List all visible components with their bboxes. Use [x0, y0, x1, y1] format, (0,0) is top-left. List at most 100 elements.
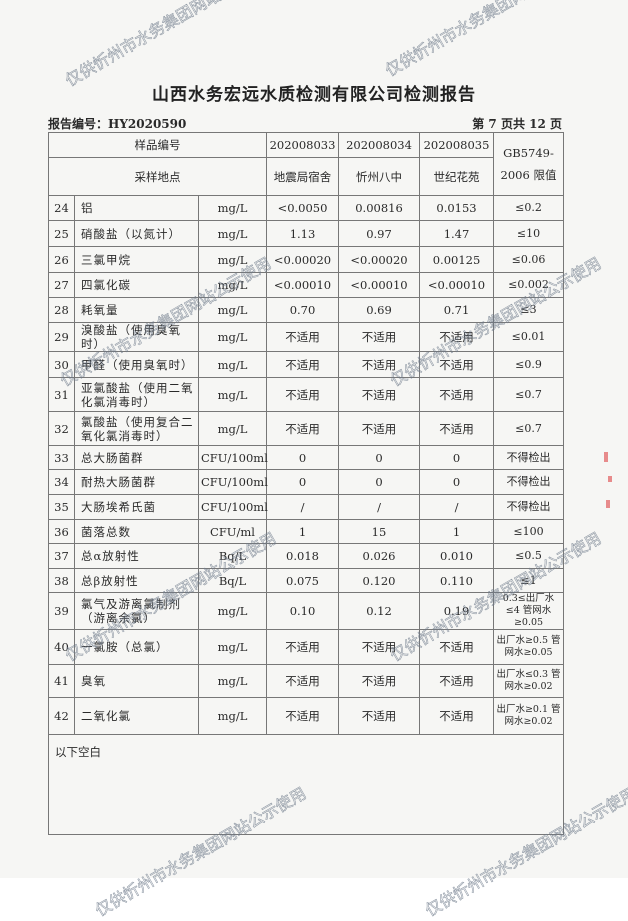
item-unit: mg/L [198, 220, 267, 247]
item-unit: mg/L [198, 377, 267, 412]
item-name: 溴酸盐（使用臭氧时） [74, 322, 199, 352]
result-value: 不适用 [266, 411, 339, 446]
item-number: 40 [48, 629, 75, 665]
blank-note: 以下空白 [48, 734, 564, 835]
sample-no-label: 样品编号 [48, 132, 267, 158]
result-value: 不适用 [338, 322, 420, 352]
table-row: 40 一氯胺（总氯） mg/L 不适用 不适用 不适用 出厂水≥0.5 管网水≥0.05 [48, 629, 564, 665]
limit-value: ≤1 [493, 568, 564, 593]
sample-no: 202008035 [419, 132, 494, 158]
result-value: 0.70 [266, 297, 339, 323]
table-row: 33 总大肠菌群 CFU/100ml 0 0 0 不得检出 [48, 445, 564, 470]
result-value: 不适用 [419, 322, 494, 352]
limit-value: 出厂水≤0.3 管网水≥0.02 [493, 664, 564, 698]
result-value: 0 [419, 469, 494, 495]
result-value: / [419, 494, 494, 520]
blank-row: 以下空白 [48, 734, 564, 835]
item-unit: CFU/ml [198, 519, 267, 544]
item-name: 大肠埃希氏菌 [74, 494, 199, 520]
result-value: 0.71 [419, 297, 494, 323]
result-value: 不适用 [338, 377, 420, 412]
item-name: 臭氧 [74, 664, 199, 698]
stamp-mark [604, 452, 608, 462]
page-number: 第 7 页共 12 页 [472, 117, 562, 131]
item-unit: CFU/100ml [198, 494, 268, 520]
limit-value: ≤0.002 [493, 272, 564, 298]
item-unit: mg/L [198, 322, 267, 352]
table-row: 32 氯酸盐（使用复合二氧化氯消毒时） mg/L 不适用 不适用 不适用 ≤0.7 [48, 411, 564, 446]
result-value: / [338, 494, 420, 520]
item-name: 耗氧量 [74, 297, 199, 323]
item-name: 总α放射性 [74, 543, 199, 569]
item-number: 39 [48, 592, 75, 630]
result-value: 0.0153 [419, 195, 494, 221]
item-number: 38 [48, 568, 75, 593]
result-value: 1 [266, 519, 339, 544]
location-label: 采样地点 [48, 157, 267, 196]
table-row: 24 铝 mg/L <0.0050 0.00816 0.0153 ≤0.2 [48, 195, 564, 221]
limit-value: ≤0.2 [493, 195, 564, 221]
result-value: 不适用 [419, 411, 494, 446]
limit-value: ≤0.7 [493, 377, 564, 412]
result-value: 0 [266, 445, 339, 470]
result-value: 不适用 [419, 351, 494, 378]
result-value: 0 [338, 445, 420, 470]
item-number: 26 [48, 246, 75, 273]
result-value: 0.10 [266, 592, 339, 630]
item-name: 亚氯酸盐（使用二氧化氯消毒时） [74, 377, 199, 412]
result-value: <0.00010 [338, 272, 420, 298]
table-row: 30 甲醛（使用臭氧时） mg/L 不适用 不适用 不适用 ≤0.9 [48, 351, 564, 378]
limit-value: ≤3 [493, 297, 564, 323]
item-unit: mg/L [198, 629, 267, 665]
result-value: 不适用 [338, 664, 420, 698]
result-value: 1.13 [266, 220, 339, 247]
limit-header: GB5749-2006 限值 [493, 132, 564, 196]
limit-value: ≤0.7 [493, 411, 564, 446]
table-row: 27 四氯化碳 mg/L <0.00010 <0.00010 <0.00010 ≤0.002 [48, 272, 564, 298]
item-name: 二氧化氯 [74, 697, 199, 735]
item-name: 总大肠菌群 [74, 445, 199, 470]
item-unit: mg/L [198, 272, 267, 298]
result-value: / [266, 494, 339, 520]
stamp-mark [606, 500, 610, 508]
limit-value: ≤0.06 [493, 246, 564, 273]
table-row: 26 三氯甲烷 mg/L <0.00020 <0.00020 0.00125 ≤0.06 [48, 246, 564, 273]
sample-no: 202008033 [266, 132, 339, 158]
result-value: <0.0050 [266, 195, 339, 221]
result-value: 0.018 [266, 543, 339, 569]
result-value: 0.19 [419, 592, 494, 630]
sample-no: 202008034 [338, 132, 420, 158]
table-row: 37 总α放射性 Bq/L 0.018 0.026 0.010 ≤0.5 [48, 543, 564, 569]
result-value: 0.69 [338, 297, 420, 323]
location: 世纪花苑 [419, 157, 494, 196]
item-number: 29 [48, 322, 75, 352]
item-name: 总β放射性 [74, 568, 199, 593]
result-value: 不适用 [266, 629, 339, 665]
limit-value: 不得检出 [493, 494, 564, 520]
table-row: 25 硝酸盐（以氮计） mg/L 1.13 0.97 1.47 ≤10 [48, 220, 564, 247]
result-value: 0.00816 [338, 195, 420, 221]
item-number: 25 [48, 220, 75, 247]
result-value: 不适用 [419, 697, 494, 735]
result-value: 0 [266, 469, 339, 495]
header-row-sample-no: 样品编号 202008033 202008034 202008035 GB574… [48, 132, 564, 196]
stamp-mark [608, 476, 612, 482]
item-name: 三氯甲烷 [74, 246, 199, 273]
item-number: 37 [48, 543, 75, 569]
item-unit: CFU/100ml [198, 469, 268, 495]
result-value: 0.00125 [419, 246, 494, 273]
result-value: <0.00020 [338, 246, 420, 273]
report-number: 报告编号：HY2020590 [48, 117, 187, 131]
item-number: 42 [48, 697, 75, 735]
result-value: <0.00010 [266, 272, 339, 298]
limit-value: ≤0.01 [493, 322, 564, 352]
result-value: 不适用 [419, 377, 494, 412]
item-number: 35 [48, 494, 75, 520]
results-table: 样品编号 202008033 202008034 202008035 GB574… [48, 132, 564, 835]
item-unit: mg/L [198, 351, 267, 378]
limit-value: ≤0.9 [493, 351, 564, 378]
item-name: 硝酸盐（以氮计） [74, 220, 199, 247]
table-row: 36 菌落总数 CFU/ml 1 15 1 ≤100 [48, 519, 564, 544]
location: 地震局宿舍 [266, 157, 339, 196]
header-row-location: 采样地点 地震局宿舍 忻州八中 世纪花苑 [48, 157, 564, 196]
